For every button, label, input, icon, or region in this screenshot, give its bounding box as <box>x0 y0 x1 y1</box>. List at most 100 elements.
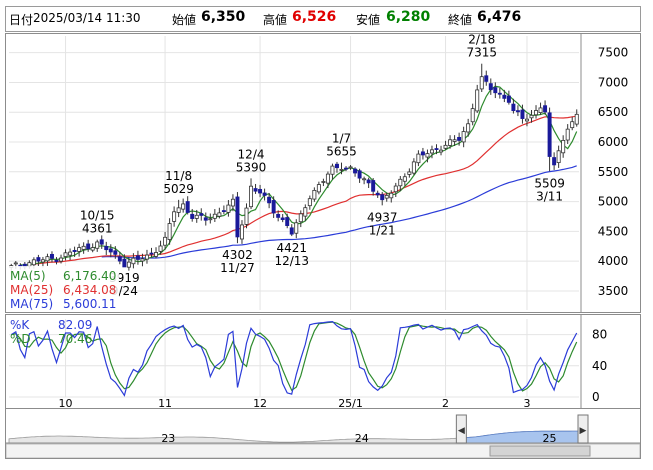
candle-body <box>339 168 344 171</box>
open-value: 6,350 <box>201 9 246 25</box>
ma-legend-label: MA(25) <box>10 283 53 297</box>
candle-body <box>185 201 190 213</box>
candle-body <box>190 213 195 219</box>
candle-body <box>380 194 385 201</box>
price-tick-label: 6000 <box>598 135 629 149</box>
candle-body <box>534 110 539 116</box>
candle-body <box>493 87 498 94</box>
annotation-high-bottom: 5390 <box>236 160 267 174</box>
candle-body <box>529 114 534 119</box>
candle-body <box>154 252 159 257</box>
candle-body <box>570 121 575 129</box>
navigator[interactable]: ◀ ▶ 23 24 25 <box>5 408 641 459</box>
candle-body <box>104 245 109 251</box>
candle-body <box>280 217 285 221</box>
close-label: 終値 <box>448 13 473 27</box>
candle-body <box>117 256 122 262</box>
candle-body <box>244 207 249 225</box>
high-label: 高値 <box>263 13 288 27</box>
annotation-low-bottom: 12/13 <box>274 254 309 268</box>
ma-legend-box <box>7 266 119 312</box>
candle-body <box>439 149 444 153</box>
osc-legend-label: %D <box>10 332 31 346</box>
navigator-selected-area <box>460 430 579 444</box>
candle-body <box>239 224 244 240</box>
candle-body <box>466 123 471 133</box>
candle-body <box>63 252 68 257</box>
annotation-low-top: 4302 <box>222 248 253 262</box>
candle-body <box>140 258 145 262</box>
navigator-svg: ◀ ▶ 23 24 25 <box>5 414 641 459</box>
annotation-high-bottom: 5029 <box>163 182 194 196</box>
candle-body <box>552 157 557 166</box>
candle-body <box>99 239 104 245</box>
candle-body <box>131 257 136 265</box>
candle-body <box>502 94 507 99</box>
ma-legend-label: MA(75) <box>10 297 53 311</box>
candle-body <box>538 107 543 113</box>
candle-body <box>172 211 177 222</box>
candle-body <box>561 140 566 154</box>
osc-month-label: 12 <box>253 397 267 409</box>
navigator-right-handle[interactable] <box>577 414 589 444</box>
annotation-high-top: 11/8 <box>165 169 192 183</box>
candle-body <box>59 257 64 262</box>
candle-body <box>226 204 231 213</box>
candle-body <box>457 137 462 141</box>
candle-body <box>163 236 168 246</box>
candle-body <box>217 212 222 217</box>
candle-body <box>203 217 208 221</box>
candle-body <box>249 185 254 208</box>
ma-legend-label: MA(5) <box>10 269 46 283</box>
candle-body <box>289 227 294 235</box>
annotation-low-top: 4421 <box>276 241 307 255</box>
candle-body <box>208 218 213 221</box>
osc-legend-label: %K <box>10 318 30 332</box>
candle-body <box>366 179 371 184</box>
candle-body <box>316 184 321 193</box>
candle-body <box>253 188 258 192</box>
candle-body <box>511 103 516 112</box>
candle-body <box>212 213 217 219</box>
candle-body <box>461 131 466 143</box>
candle-body <box>262 192 267 196</box>
candle-body <box>77 247 82 252</box>
candle-body <box>452 139 457 142</box>
candle-body <box>235 196 240 238</box>
candle-body <box>543 105 548 113</box>
candle-body <box>330 165 335 175</box>
candle-body <box>520 109 525 119</box>
candle-body <box>334 163 339 169</box>
low-label: 安値 <box>356 13 381 27</box>
navigator-year-label: 25 <box>543 432 557 445</box>
candle-body <box>475 89 480 112</box>
price-panel[interactable]: 3500400045005000550060006500700075001011… <box>5 33 641 325</box>
price-chart-svg: 3500400045005000550060006500700075001011… <box>7 33 629 325</box>
candle-body <box>68 251 73 256</box>
candle-body <box>45 256 50 262</box>
candle-body <box>375 192 380 196</box>
candle-body <box>149 252 154 255</box>
candle-body <box>126 261 131 268</box>
handle-left-arrow-icon: ◀ <box>458 426 465 436</box>
candle-body <box>194 214 199 219</box>
candle-body <box>524 118 529 122</box>
candle-body <box>344 167 349 170</box>
candle-body <box>285 217 290 226</box>
oscillator-panel[interactable]: 0 40 80 10 11 12 25/1 2 3 %K 82.09 %D 70.46 <box>5 314 641 410</box>
candle-body <box>371 180 376 192</box>
candle-body <box>122 258 127 268</box>
candle-body <box>325 173 330 184</box>
candle-body <box>556 150 561 163</box>
annotation-low-bottom: 11/27 <box>220 261 255 275</box>
candle-body <box>294 222 299 234</box>
candle-body <box>158 245 163 252</box>
osc-month-label: 3 <box>523 397 530 409</box>
candle-body <box>353 168 358 174</box>
candle-body <box>547 112 552 157</box>
navigator-left-handle[interactable] <box>455 414 467 444</box>
navigator-scroll-thumb[interactable] <box>489 445 591 457</box>
candle-body <box>479 76 484 90</box>
annotation-high-top: 1/7 <box>332 132 351 146</box>
high-value: 6,526 <box>292 9 337 25</box>
